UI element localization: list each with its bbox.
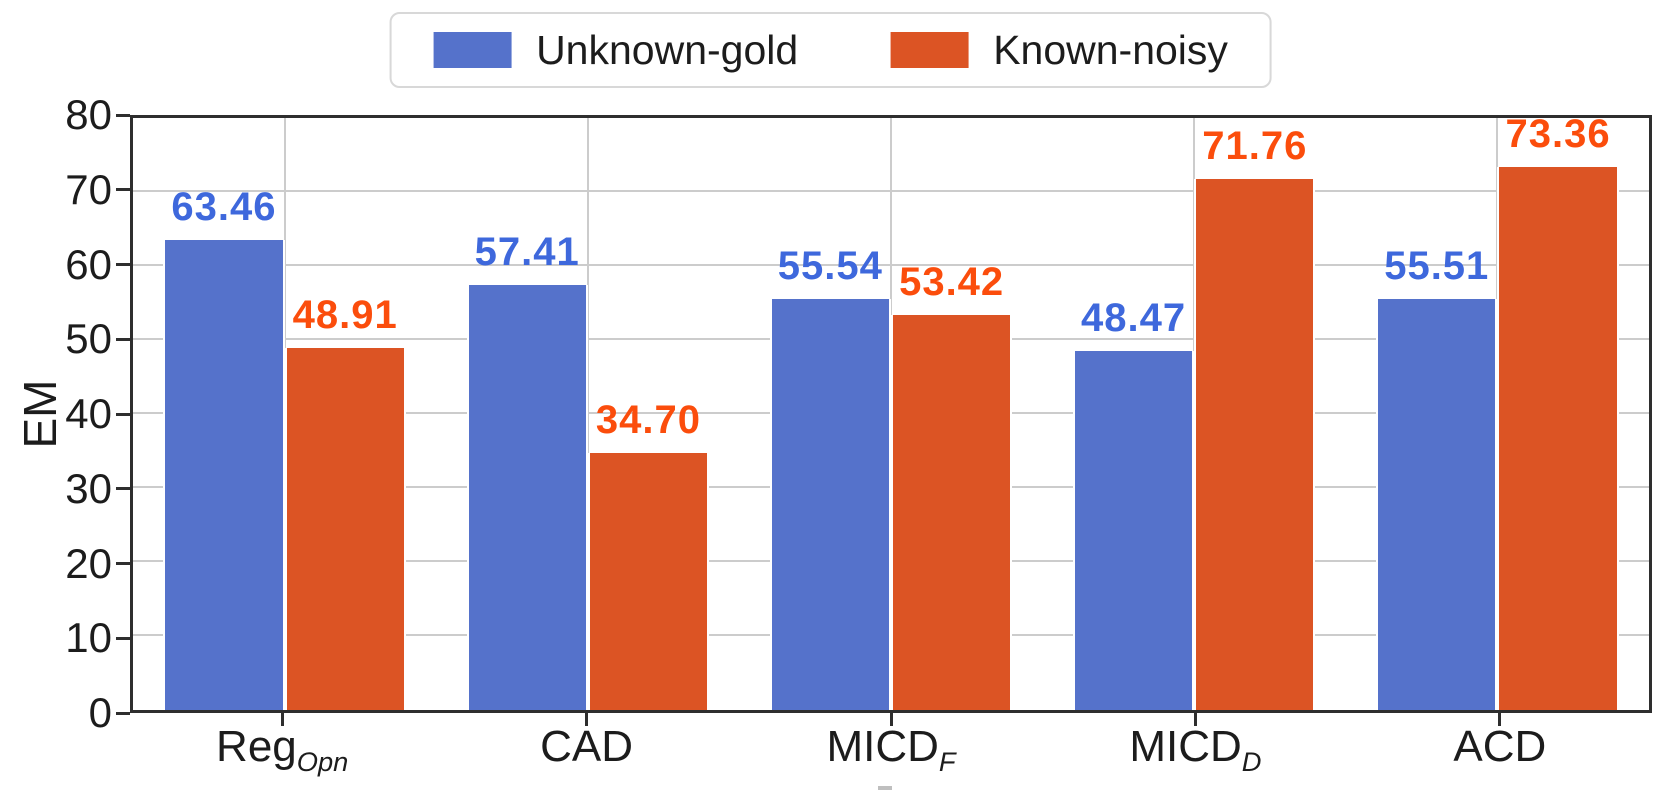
x-tick-label-base: CAD [540,722,634,771]
y-tick-mark [116,562,130,565]
y-tick-mark [116,263,130,266]
legend-swatch-unknown-gold [433,32,512,68]
bar-unknown-gold-micd_d [1072,351,1195,710]
y-tick-label: 60 [65,240,112,288]
y-tick-label: 80 [65,91,112,138]
legend-label-known-noisy: Known-noisy [993,26,1228,73]
y-tick-label: 0 [88,689,112,736]
x-tick-label-micd_d: MICDD [1129,722,1261,778]
legend-swatch-known-noisy [890,32,969,68]
bar-unknown-gold-acd [1376,299,1498,710]
y-tick-mark [116,113,130,117]
bar-unknown-gold-cad [466,285,588,710]
x-tick-mark [1193,713,1197,726]
value-label-unknown-gold-acd: 55.51 [1384,244,1490,289]
y-tick-mark [116,711,130,715]
x-tick-label-subscript: F [938,745,956,777]
value-label-known-noisy-acd: 73.36 [1505,112,1611,157]
bar-known-noisy-acd [1497,167,1619,710]
value-label-unknown-gold-micd_d: 48.47 [1080,296,1187,341]
value-label-known-noisy-reg_opn: 48.91 [292,293,398,338]
value-label-unknown-gold-reg_opn: 63.46 [171,185,277,230]
x-tick-label-base: MICD [1129,722,1242,771]
artifact-mark [878,786,892,790]
x-tick-label-acd: ACD [1453,722,1546,772]
plot-area: 63.46 57.41 55.54 48.47 55.51 48.91 34.70 53.42… [130,112,1652,713]
y-tick-label: 50 [65,315,112,363]
legend: Unknown-gold Known-noisy [389,12,1272,88]
x-tick-label-base: ACD [1453,722,1547,771]
y-tick-label: 40 [65,390,112,437]
y-tick-mark [116,412,130,416]
gridline-vertical [586,118,589,710]
bar-known-noisy-cad [587,453,710,710]
bar-unknown-gold-micd_f [769,299,891,710]
x-tick-label-reg_opn: RegOpn [216,722,348,778]
x-tick-label-base: MICD [826,722,939,771]
value-label-known-noisy-micd_f: 53.42 [899,259,1005,304]
value-label-known-noisy-micd_d: 71.76 [1202,123,1308,168]
x-tick-label-cad: CAD [540,722,633,772]
bar-known-noisy-reg_opn [284,348,406,710]
value-label-known-noisy-cad: 34.70 [595,398,701,443]
bar-unknown-gold-reg_opn [163,240,285,710]
legend-item-unknown-gold: Unknown-gold [433,27,798,74]
y-tick-label: 70 [65,165,112,213]
x-tick-mark [280,713,284,726]
x-tick-label-base: Reg [216,722,297,771]
y-tick-label: 20 [65,539,112,587]
bar-known-noisy-micd_f [891,314,1013,710]
y-tick-mark [116,188,130,192]
legend-item-known-noisy: Known-noisy [890,27,1228,74]
x-tick-mark [1498,713,1502,726]
x-tick-mark [585,713,589,726]
y-tick-mark [116,636,130,640]
y-tick-mark [116,487,130,491]
value-label-unknown-gold-micd_f: 55.54 [777,244,883,289]
bar-known-noisy-micd_d [1194,178,1316,710]
x-tick-label-subscript: Opn [296,745,349,777]
y-tick-label: 10 [65,614,112,662]
x-tick-label-subscript: D [1241,745,1262,777]
x-tick-mark [889,713,893,726]
y-tick-label: 30 [65,464,112,512]
x-tick-label-micd_f: MICDF [826,722,955,778]
legend-label-unknown-gold: Unknown-gold [536,26,799,73]
y-tick-mark [116,337,130,341]
value-label-unknown-gold-cad: 57.41 [474,230,580,275]
